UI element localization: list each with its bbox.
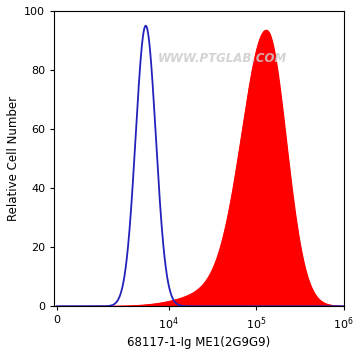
Y-axis label: Relative Cell Number: Relative Cell Number xyxy=(7,96,20,221)
X-axis label: 68117-1-Ig ME1(2G9G9): 68117-1-Ig ME1(2G9G9) xyxy=(127,336,270,349)
Text: WWW.PTGLAB.COM: WWW.PTGLAB.COM xyxy=(157,52,287,65)
